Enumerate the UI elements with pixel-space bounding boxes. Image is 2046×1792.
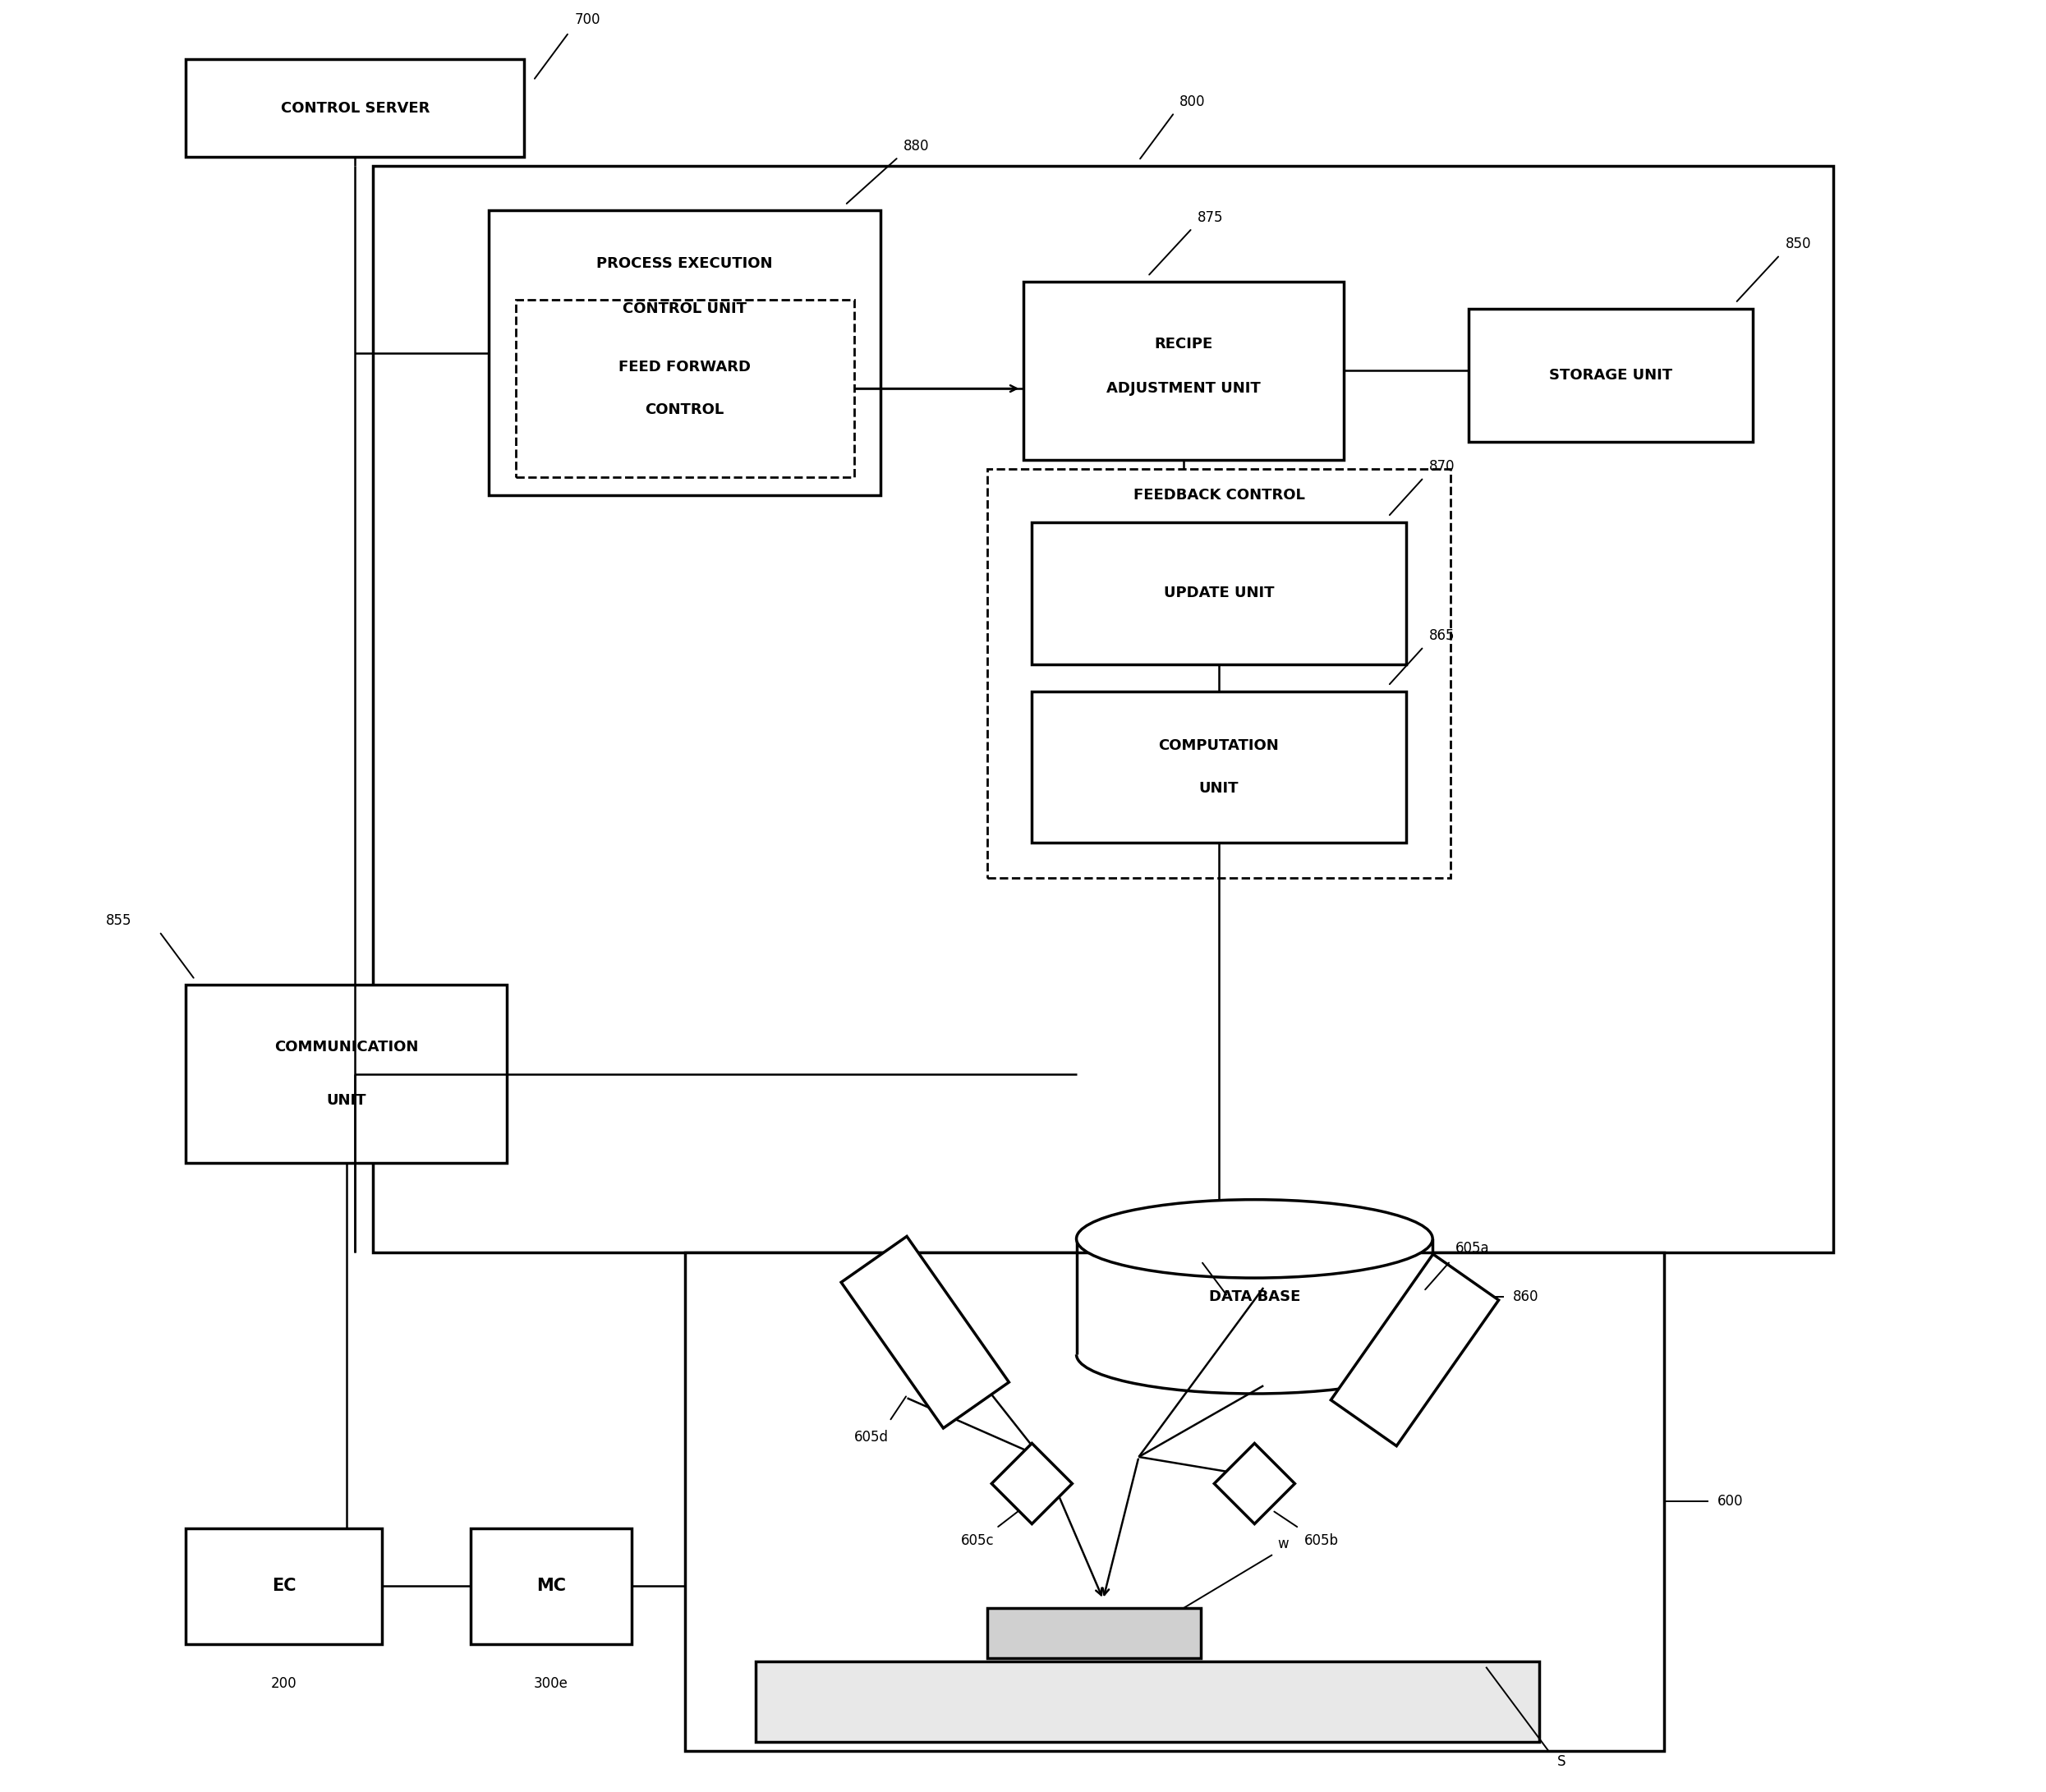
Text: RECIPE: RECIPE (1154, 337, 1213, 351)
Text: 860: 860 (1512, 1288, 1539, 1305)
Text: 600: 600 (1717, 1495, 1743, 1509)
Bar (1469, 308, 1753, 443)
Bar (186, 1529, 383, 1643)
Text: DATA BASE: DATA BASE (1209, 1288, 1301, 1305)
Bar (471, 1529, 632, 1643)
Bar (1031, 692, 1406, 842)
Text: FEED FORWARD: FEED FORWARD (618, 360, 751, 375)
Text: STORAGE UNIT: STORAGE UNIT (1549, 367, 1672, 382)
Text: 605c: 605c (962, 1534, 994, 1548)
Text: 855: 855 (106, 914, 131, 928)
Text: 875: 875 (1197, 210, 1224, 224)
Text: MC: MC (536, 1577, 567, 1595)
Text: CONTROL UNIT: CONTROL UNIT (622, 301, 747, 315)
Bar (755, 1661, 1539, 1742)
Text: PROCESS EXECUTION: PROCESS EXECUTION (597, 256, 773, 271)
Bar (1076, 1238, 1432, 1355)
Bar (516, 299, 853, 477)
Text: S: S (1557, 1754, 1565, 1769)
Bar (372, 167, 1833, 1253)
Text: 700: 700 (575, 13, 599, 27)
Text: 850: 850 (1786, 237, 1811, 251)
Text: CONTROL SERVER: CONTROL SERVER (280, 100, 430, 115)
Text: UNIT: UNIT (1199, 781, 1238, 796)
Text: 880: 880 (904, 138, 929, 154)
Bar (489, 210, 880, 495)
Bar (685, 1253, 1663, 1751)
Text: w: w (1277, 1536, 1289, 1552)
Text: 300e: 300e (534, 1676, 569, 1690)
Polygon shape (1330, 1254, 1498, 1446)
Polygon shape (1213, 1443, 1295, 1523)
Text: COMPUTATION: COMPUTATION (1158, 738, 1279, 753)
Text: UPDATE UNIT: UPDATE UNIT (1164, 586, 1275, 600)
Text: 605d: 605d (853, 1430, 888, 1444)
Text: 870: 870 (1428, 459, 1455, 475)
Text: COMMUNICATION: COMMUNICATION (274, 1039, 417, 1055)
Text: CONTROL: CONTROL (644, 403, 724, 418)
Bar (186, 986, 507, 1163)
Bar (988, 1607, 1201, 1658)
Text: ADJUSTMENT UNIT: ADJUSTMENT UNIT (1107, 382, 1260, 396)
Text: EC: EC (272, 1577, 297, 1595)
Bar (1023, 281, 1344, 461)
Bar (988, 470, 1451, 878)
Text: 605b: 605b (1305, 1534, 1338, 1548)
Text: UNIT: UNIT (327, 1093, 366, 1107)
Text: 800: 800 (1181, 95, 1205, 109)
Text: 200: 200 (270, 1676, 297, 1690)
Text: 605: 605 (1174, 1233, 1199, 1249)
Bar (186, 59, 524, 158)
Ellipse shape (1076, 1199, 1432, 1278)
Polygon shape (841, 1236, 1009, 1428)
Bar (1031, 521, 1406, 665)
Text: 605a: 605a (1457, 1240, 1489, 1256)
Text: FEEDBACK CONTROL: FEEDBACK CONTROL (1133, 487, 1305, 504)
Polygon shape (992, 1443, 1072, 1523)
Text: 865: 865 (1428, 629, 1455, 643)
